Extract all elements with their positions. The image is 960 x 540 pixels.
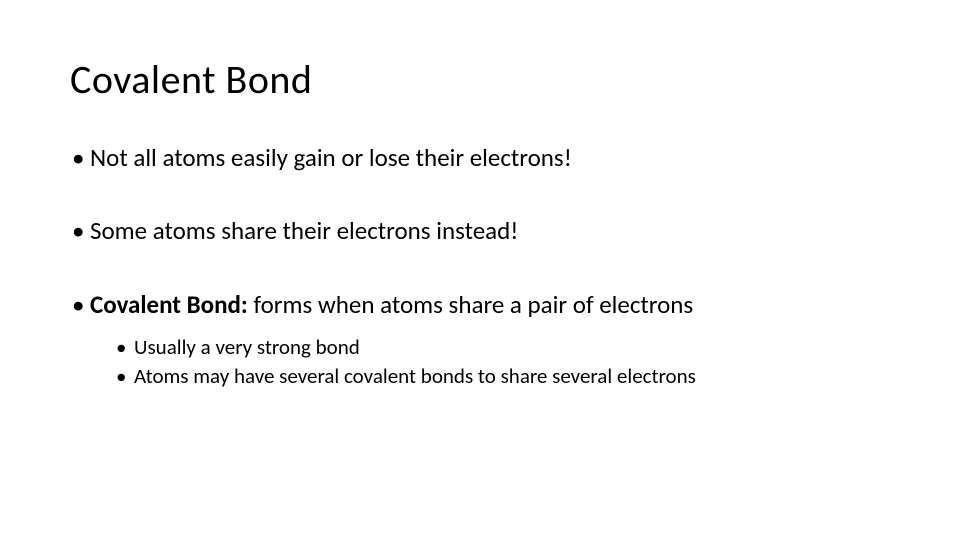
- sub-bullet-item: Usually a very strong bond: [90, 334, 890, 361]
- bullet-list: Not all atoms easily gain or lose their …: [70, 142, 890, 390]
- bullet-item: Not all atoms easily gain or lose their …: [70, 142, 890, 173]
- bullet-rest-text: forms when atoms share a pair of electro…: [248, 289, 693, 320]
- bullet-text: Not all atoms easily gain or lose their …: [90, 142, 572, 173]
- sub-bullet-text: Atoms may have several covalent bonds to…: [134, 363, 696, 389]
- sub-bullet-item: Atoms may have several covalent bonds to…: [90, 363, 890, 390]
- bullet-item: Some atoms share their electrons instead…: [70, 215, 890, 246]
- slide: Covalent Bond Not all atoms easily gain …: [0, 0, 960, 540]
- bullet-text: Some atoms share their electrons instead…: [90, 215, 518, 246]
- bullet-item: Covalent Bond: forms when atoms share a …: [70, 289, 890, 391]
- slide-title: Covalent Bond: [70, 55, 890, 104]
- sub-bullet-text: Usually a very strong bond: [134, 334, 360, 360]
- bullet-bold-prefix: Covalent Bond:: [90, 289, 248, 320]
- sub-bullet-list: Usually a very strong bond Atoms may hav…: [90, 334, 890, 391]
